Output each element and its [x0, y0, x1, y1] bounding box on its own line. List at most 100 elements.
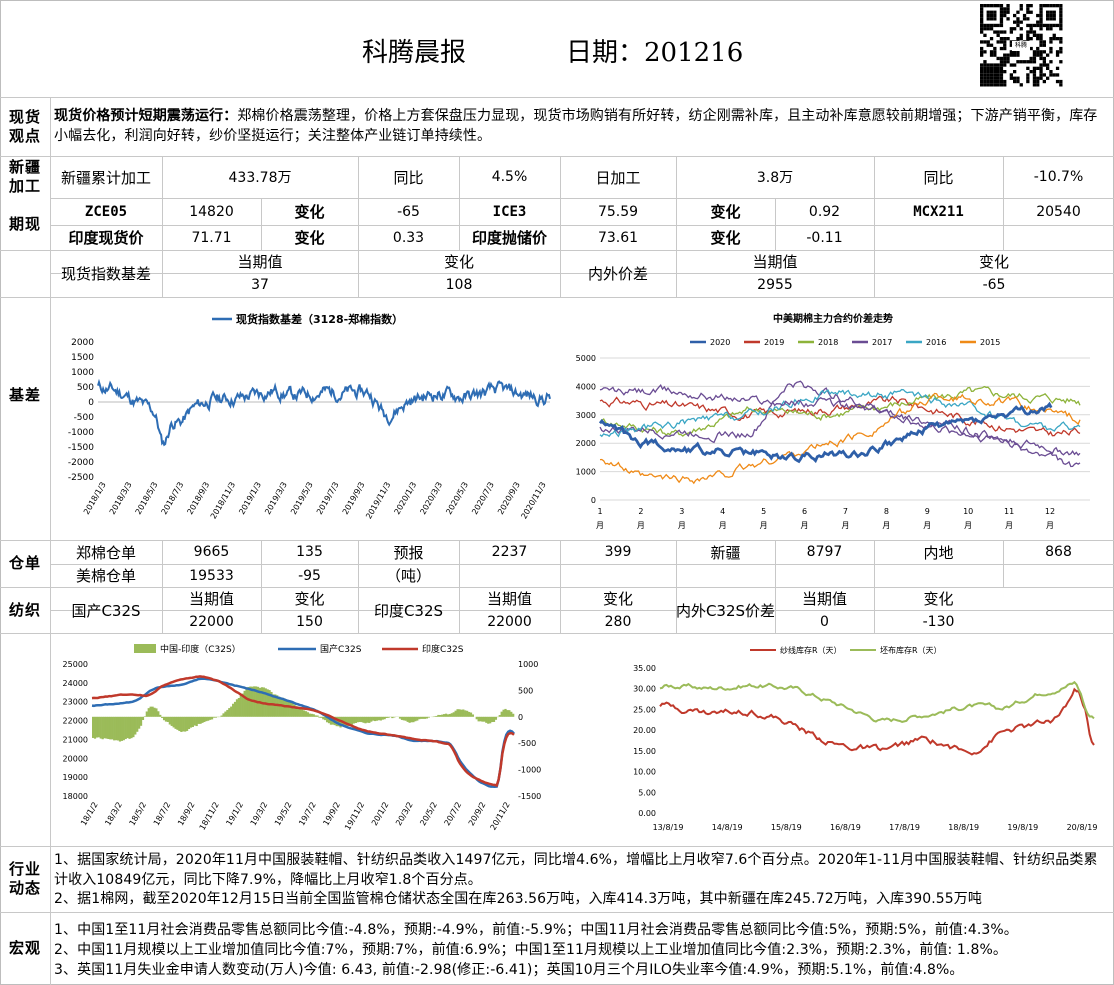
yarn-xtick-label: 19/11/2 [343, 801, 366, 832]
spread-xtick-unit: 月 [1046, 521, 1054, 530]
yarn-diff-bar [203, 716, 206, 723]
yarn-diff-bar [174, 716, 177, 729]
yarn-diff-bar [226, 709, 229, 717]
yarn-diff-bar [366, 716, 369, 723]
c32s-spread-cur: 0 [820, 613, 829, 630]
yarn-xtick-label: 18/9/2 [176, 801, 197, 828]
section-label-futures: 期现 [8, 214, 41, 233]
spread-chg-label: 变化 [978, 253, 1009, 271]
yarn-ytick-left: 20000 [63, 754, 88, 763]
xj-cum-label: 新疆累计加工 [60, 168, 151, 187]
section-label-spinning: 纺织 [8, 600, 41, 619]
spread-cur-label: 当期值 [752, 253, 798, 271]
yarn-diff-bar [412, 716, 415, 723]
yarn-diff-bar [293, 704, 296, 717]
mcx211-label: MCX211 [913, 203, 964, 220]
index-basis-chg: 108 [445, 277, 473, 293]
yarn-xtick-label: 18/3/2 [103, 801, 124, 828]
forecast-change: 399 [604, 544, 632, 560]
section-label-xinjiang: 新疆加工 [8, 158, 41, 195]
spread-xtick-label: 5 [761, 507, 766, 516]
spread-ytick-label: 3000 [576, 411, 596, 420]
yarn-diff-bar [134, 716, 137, 735]
yarn-diff-bar [327, 716, 331, 724]
yarn-xtick-label: 18/5/2 [128, 801, 149, 828]
forecast-label: 预报 [393, 543, 424, 562]
stock-legend-label: 纱线库存R（天） [780, 645, 842, 655]
yarn-diff-bar [439, 714, 442, 717]
yarn-diff-bar [487, 716, 490, 724]
yarn-diff-bar [187, 716, 191, 730]
yarn-ytick-left: 25000 [63, 660, 88, 669]
spread-label: 内外价差 [587, 265, 648, 283]
macro-news-3: 3、英国11月失业金申请人数变动(万人)今值: 6.43, 前值:-2.98(修… [54, 962, 964, 978]
yarn-diff-bar [212, 716, 216, 718]
section-label-macro: 宏观 [8, 939, 41, 957]
inventory-days-chart: 纱线库存R（天） 坯布库存R（天） 35.00 30.00 25.00 20.00 15.… [633, 645, 1097, 832]
yarn-diff-bar [170, 716, 173, 726]
yarn-diff-bar [201, 716, 204, 723]
yarn-diff-bar [350, 716, 354, 725]
yarn-diff-bar [304, 711, 308, 717]
spread-legend-label: 2016 [926, 338, 946, 347]
basis-xtick-label: 2019/1/3 [237, 481, 263, 517]
yarn-diff-bar [373, 716, 377, 722]
yarn-diff-bar [423, 716, 427, 719]
basis-ytick-label: -1500 [68, 443, 94, 453]
yarn-diff-bar [97, 716, 100, 738]
yarn-xtick-label: 20/9/2 [467, 801, 488, 828]
yarn-legend-label: 印度C32S [422, 643, 464, 655]
yarn-diff-bar [475, 716, 478, 720]
yarn-diff-bar [322, 716, 325, 720]
india-reserve-change: -0.11 [806, 229, 843, 246]
spread-ytick-label: 1000 [576, 468, 596, 477]
spread-xtick-label: 6 [802, 507, 807, 516]
spread-series-2015 [599, 392, 1081, 485]
yarn-diff-bar [95, 716, 99, 738]
yarn-diff-bar [101, 716, 104, 740]
yarn-ytick-left: 19000 [63, 773, 88, 782]
stock-xtick-label: 19/8/19 [1007, 823, 1038, 832]
spot-view-text: 现货价格预计短期震荡运行：郑棉价格震荡整理，价格上方套保盘压力显现，现货市场购销… [54, 106, 1104, 146]
yarn-diff-bar [130, 716, 133, 739]
spread-xtick-label: 3 [679, 507, 684, 516]
yarn-diff-bar [220, 715, 223, 717]
india-c32s-line [91, 675, 515, 788]
yarn-diff-bar [285, 700, 288, 717]
yarn-diff-bar [306, 712, 310, 717]
basis-ytick-label: 2000 [71, 338, 94, 348]
yarn-diff-bar [209, 716, 212, 720]
yarn-diff-bar [500, 711, 503, 717]
yarn-diff-bar [149, 706, 152, 717]
yarn-diff-bar [316, 715, 319, 717]
yarn-diff-bar [289, 702, 292, 717]
yarn-diff-bar [437, 714, 440, 717]
stock-ytick-label: 30.00 [633, 685, 656, 694]
yarn-diff-bar [245, 689, 248, 717]
yarn-diff-bar [320, 716, 323, 718]
spread-xtick-unit: 月 [596, 521, 604, 530]
yarn-diff-bar [383, 716, 386, 720]
domestic-c32s-cur-label: 当期值 [188, 590, 234, 608]
yarn-diff-bar [103, 716, 106, 739]
yarn-diff-bar [120, 716, 123, 741]
yarn-diff-bar [193, 716, 196, 726]
yarn-xtick-label: 18/7/2 [152, 801, 173, 828]
xj-daily-value: 3.8万 [756, 170, 794, 186]
spread-xtick-unit: 月 [841, 521, 849, 530]
us-receipt-value: 19533 [189, 567, 234, 584]
yarn-diff-bar [105, 716, 108, 739]
yarn-diff-bar [310, 713, 313, 717]
yarn-diff-bar [471, 714, 475, 717]
spread-ytick-label: 4000 [576, 382, 596, 391]
spread-xtick-unit: 月 [637, 521, 645, 530]
stock-ytick-label: 25.00 [633, 705, 656, 714]
basis-ytick-label: 1500 [71, 353, 94, 363]
mcx211-value: 20540 [1036, 203, 1081, 220]
basis-xtick-label: 2019/5/3 [289, 481, 315, 517]
yarn-diff-bar [347, 716, 350, 727]
yarn-diff-bar [138, 716, 141, 729]
yarn-diff-bar [118, 716, 122, 742]
yarn-diff-bar [287, 701, 290, 717]
zc-receipt-label: 郑棉仓单 [75, 543, 136, 562]
